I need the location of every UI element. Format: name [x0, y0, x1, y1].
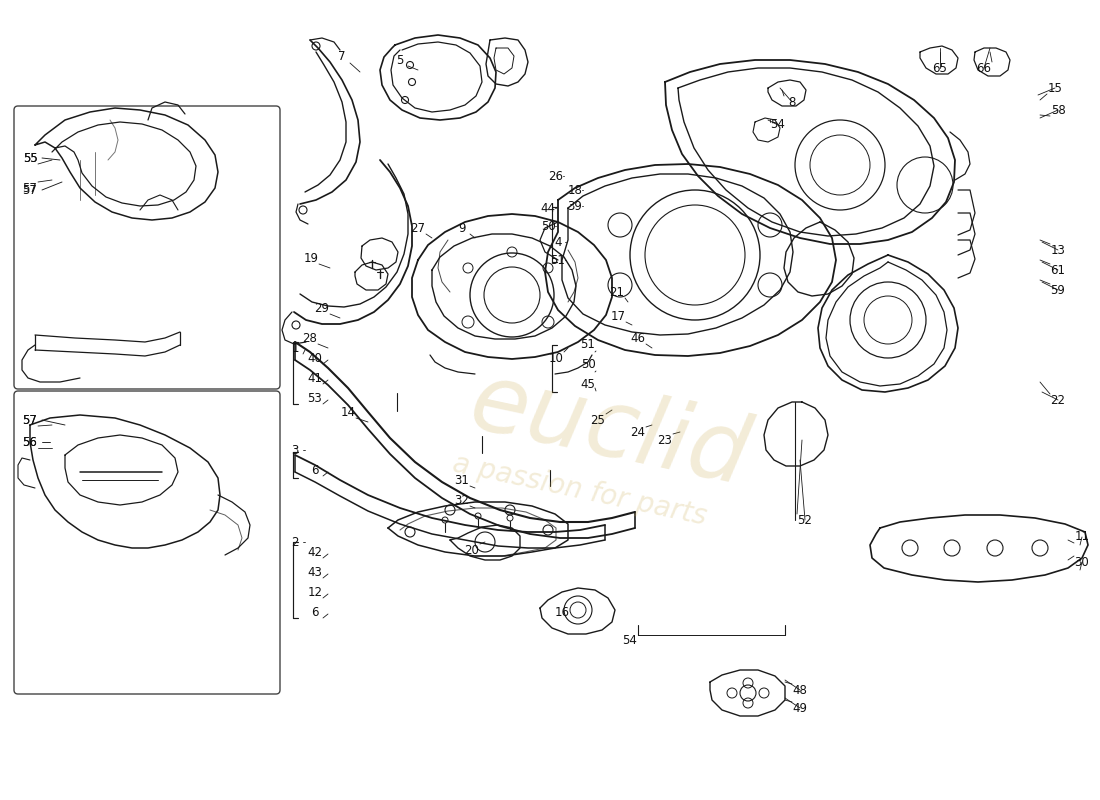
- Text: 24: 24: [630, 426, 646, 439]
- Text: 49: 49: [792, 702, 807, 714]
- Text: 59: 59: [1050, 283, 1066, 297]
- Text: 65: 65: [933, 62, 947, 74]
- Text: 54: 54: [771, 118, 785, 131]
- Text: 25: 25: [591, 414, 605, 426]
- Text: 11: 11: [1075, 530, 1089, 543]
- Text: 53: 53: [308, 391, 322, 405]
- Text: 6: 6: [311, 463, 319, 477]
- Text: 28: 28: [302, 331, 318, 345]
- Text: 42: 42: [308, 546, 322, 558]
- Text: 43: 43: [308, 566, 322, 578]
- Text: 39: 39: [568, 199, 582, 213]
- Text: 8: 8: [789, 95, 795, 109]
- Text: 52: 52: [798, 514, 813, 526]
- Text: 6: 6: [311, 606, 319, 618]
- Text: 57: 57: [23, 182, 37, 194]
- Text: 1: 1: [292, 342, 299, 354]
- Text: 30: 30: [1075, 555, 1089, 569]
- Text: 57: 57: [23, 414, 37, 426]
- Text: 19: 19: [304, 251, 319, 265]
- Text: 15: 15: [1047, 82, 1063, 94]
- Text: 48: 48: [793, 683, 807, 697]
- Text: 50: 50: [540, 219, 556, 233]
- Text: 54: 54: [623, 634, 637, 646]
- Text: 13: 13: [1050, 243, 1066, 257]
- Text: 32: 32: [454, 494, 470, 506]
- Text: 14: 14: [341, 406, 355, 418]
- Text: 31: 31: [454, 474, 470, 486]
- Text: 44: 44: [540, 202, 556, 214]
- Text: 29: 29: [315, 302, 330, 314]
- Text: 18: 18: [568, 183, 582, 197]
- Text: 26: 26: [549, 170, 563, 182]
- Text: 41: 41: [308, 371, 322, 385]
- Text: 61: 61: [1050, 263, 1066, 277]
- Text: 45: 45: [581, 378, 595, 391]
- Text: 56: 56: [23, 435, 37, 449]
- Text: 50: 50: [581, 358, 595, 371]
- Text: 7: 7: [339, 50, 345, 63]
- Text: 27: 27: [410, 222, 426, 234]
- Text: 2: 2: [292, 535, 299, 549]
- Text: 55: 55: [23, 151, 37, 165]
- Text: euclid: euclid: [462, 356, 758, 504]
- Text: 56: 56: [23, 435, 37, 449]
- Text: 20: 20: [464, 543, 480, 557]
- Text: 21: 21: [609, 286, 625, 298]
- Text: 16: 16: [554, 606, 570, 619]
- Text: a passion for parts: a passion for parts: [450, 450, 710, 530]
- Text: 22: 22: [1050, 394, 1066, 406]
- Text: 40: 40: [308, 351, 322, 365]
- Text: 5: 5: [396, 54, 404, 66]
- Text: 51: 51: [551, 254, 565, 266]
- Text: 4: 4: [554, 235, 562, 249]
- Text: 57: 57: [23, 183, 37, 197]
- FancyBboxPatch shape: [14, 106, 280, 389]
- Text: 23: 23: [658, 434, 672, 446]
- Text: 9: 9: [459, 222, 465, 234]
- FancyBboxPatch shape: [14, 391, 280, 694]
- Text: 51: 51: [581, 338, 595, 351]
- Text: 46: 46: [630, 331, 646, 345]
- Text: 17: 17: [610, 310, 626, 322]
- Text: 55: 55: [23, 151, 37, 165]
- Text: 66: 66: [977, 62, 991, 74]
- Text: 58: 58: [1050, 103, 1066, 117]
- Text: 3: 3: [292, 443, 299, 457]
- Text: 12: 12: [308, 586, 322, 598]
- Text: 57: 57: [23, 414, 37, 426]
- Text: 10: 10: [549, 351, 563, 365]
